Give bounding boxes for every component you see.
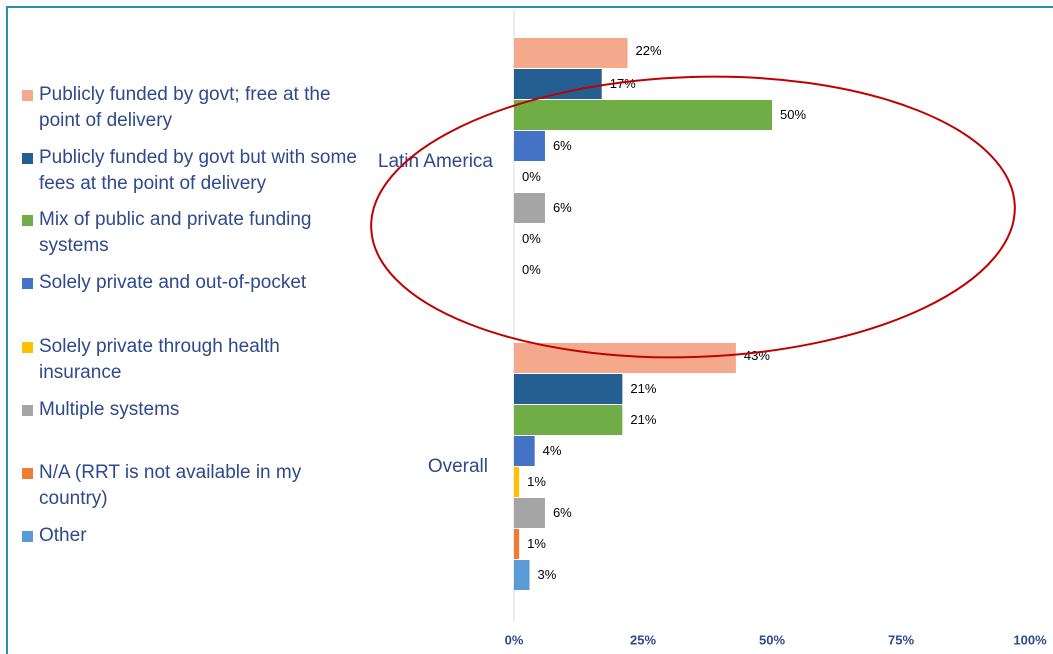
bar	[514, 374, 623, 404]
x-tick-label: 0%	[505, 632, 524, 647]
legend-label: Solely private and out-of-pocket	[39, 272, 307, 293]
value-label: 6%	[553, 138, 572, 153]
x-tick-label: 75%	[888, 632, 914, 647]
bar	[514, 529, 520, 559]
value-label: 43%	[744, 348, 770, 363]
bar	[514, 193, 545, 223]
legend-swatch	[22, 90, 33, 101]
legend-label: Publicly funded by govt; free at the poi…	[39, 84, 331, 131]
legend-swatch	[22, 215, 33, 226]
bar	[514, 560, 530, 590]
value-label: 1%	[527, 536, 546, 551]
legend-item: N/A (RRT is not available in my country)	[22, 460, 362, 512]
category-label: Overall	[428, 456, 488, 477]
legend-swatch	[22, 405, 33, 416]
legend-swatch	[22, 342, 33, 353]
value-label: 17%	[610, 76, 636, 91]
legend-swatch	[22, 531, 33, 542]
value-label: 0%	[522, 169, 541, 184]
legend-item: Publicly funded by govt but with some fe…	[22, 145, 362, 197]
category-label: Latin America	[378, 151, 494, 172]
value-label: 4%	[543, 443, 562, 458]
legend-label: N/A (RRT is not available in my country)	[39, 462, 302, 509]
legend-swatch	[22, 153, 33, 164]
bar	[514, 436, 535, 466]
legend-swatch	[22, 278, 33, 289]
highlight-ellipse	[370, 75, 1016, 359]
value-label: 22%	[636, 43, 662, 58]
value-label: 0%	[522, 262, 541, 277]
x-tick-label: 25%	[630, 632, 656, 647]
legend-label: Multiple systems	[39, 399, 180, 420]
bar	[514, 467, 520, 497]
legend-item: Other	[22, 523, 362, 549]
value-label: 50%	[780, 107, 806, 122]
legend-item: Publicly funded by govt; free at the poi…	[22, 82, 362, 134]
value-label: 3%	[537, 567, 556, 582]
legend-label: Other	[39, 525, 87, 546]
value-label: 0%	[522, 231, 541, 246]
legend-swatch	[22, 468, 33, 479]
value-label: 1%	[527, 474, 546, 489]
x-tick-label: 50%	[759, 632, 785, 647]
bar	[514, 405, 623, 435]
bar	[514, 131, 545, 161]
legend-item: Mix of public and private funding system…	[22, 207, 362, 259]
legend-item: Solely private and out-of-pocket	[22, 270, 362, 296]
bar	[514, 38, 628, 68]
legend-item: Multiple systems	[22, 397, 362, 423]
bar	[514, 498, 545, 528]
legend-label: Solely private through health insurance	[39, 336, 280, 383]
value-label: 6%	[553, 505, 572, 520]
value-label: 21%	[630, 412, 656, 427]
x-tick-label: 100%	[1013, 632, 1047, 647]
legend-item: Solely private through health insurance	[22, 334, 362, 386]
legend-label: Publicly funded by govt but with some fe…	[39, 147, 357, 194]
value-label: 6%	[553, 200, 572, 215]
value-label: 21%	[630, 381, 656, 396]
bar	[514, 100, 772, 130]
frame	[6, 6, 1053, 654]
legend-label: Mix of public and private funding system…	[39, 209, 312, 256]
bar	[514, 343, 736, 373]
